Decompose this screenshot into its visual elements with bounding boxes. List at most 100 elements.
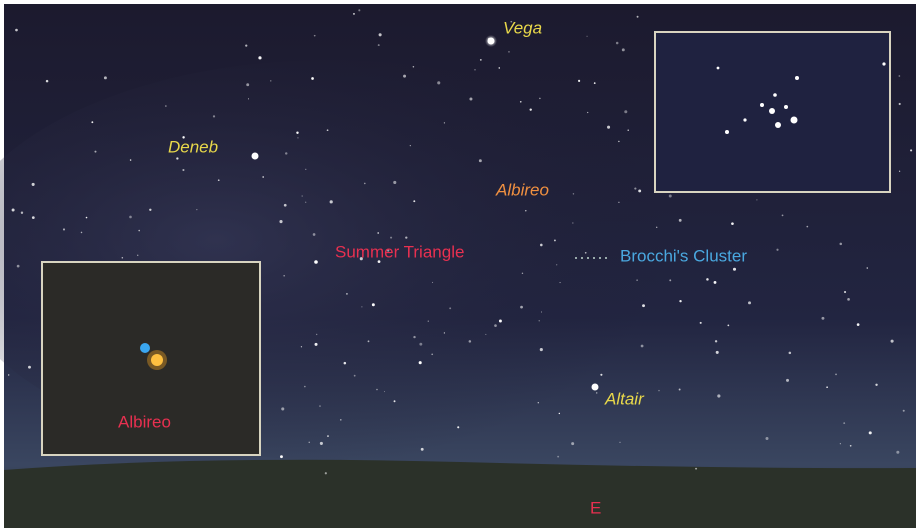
- star: [94, 151, 96, 153]
- star: [379, 33, 382, 36]
- star: [130, 159, 132, 161]
- star: [17, 265, 20, 268]
- star: [636, 279, 638, 281]
- star: [748, 301, 751, 304]
- star: [91, 121, 93, 123]
- star: [857, 323, 860, 326]
- star: [910, 149, 912, 151]
- star: [449, 307, 451, 309]
- star: [733, 268, 736, 271]
- star: [716, 351, 719, 354]
- albireo-a: [151, 354, 163, 366]
- star: [419, 361, 422, 364]
- star: [320, 442, 323, 445]
- star: [773, 93, 777, 97]
- star: [81, 232, 83, 234]
- star: [281, 407, 284, 410]
- star: [587, 36, 588, 37]
- star: [361, 306, 362, 307]
- star: [525, 210, 526, 211]
- albireo-b: [140, 343, 150, 353]
- star: [867, 267, 868, 268]
- star: [314, 260, 318, 264]
- star: [304, 386, 306, 388]
- star: [714, 281, 717, 284]
- star: [327, 435, 329, 437]
- star: [248, 98, 249, 99]
- star: [301, 346, 302, 347]
- star: [32, 216, 35, 219]
- star: [572, 222, 573, 223]
- star: [196, 209, 197, 210]
- label-deneb: Deneb: [168, 137, 218, 156]
- star: [756, 199, 757, 200]
- star: [899, 171, 900, 172]
- star: [354, 375, 356, 377]
- star: [457, 426, 459, 428]
- star: [520, 306, 523, 309]
- star: [882, 62, 885, 65]
- star: [840, 243, 843, 246]
- star: [305, 202, 306, 203]
- star: [656, 227, 657, 228]
- star: [541, 312, 542, 313]
- star: [485, 334, 486, 335]
- star: [390, 237, 392, 239]
- star: [634, 187, 636, 189]
- star: [413, 336, 415, 338]
- star: [213, 115, 215, 117]
- star: [280, 455, 283, 458]
- star: [474, 69, 476, 71]
- star: [725, 130, 729, 134]
- star: [898, 75, 900, 77]
- star: [285, 152, 287, 154]
- label-altair: Altair: [604, 389, 645, 408]
- star-altair: [592, 384, 599, 391]
- star: [594, 82, 596, 84]
- star: [311, 77, 314, 80]
- star: [679, 219, 682, 222]
- star-vega: [488, 38, 495, 45]
- star: [384, 391, 385, 392]
- star: [279, 220, 282, 223]
- star: [284, 204, 287, 207]
- star: [847, 298, 850, 301]
- star: [182, 169, 184, 171]
- star: [330, 200, 333, 203]
- star: [444, 332, 445, 333]
- star: [479, 159, 482, 162]
- sky-map: Vega Deneb Albireo Summer Triangle Brocc…: [0, 0, 919, 530]
- star: [760, 103, 764, 107]
- star: [578, 80, 580, 82]
- star: [270, 80, 271, 81]
- star: [138, 230, 140, 232]
- star: [596, 392, 598, 394]
- star: [618, 141, 619, 142]
- star: [437, 81, 440, 84]
- star: [309, 442, 310, 443]
- star: [540, 244, 543, 247]
- star: [319, 406, 320, 407]
- star: [122, 257, 124, 259]
- star: [364, 183, 366, 185]
- star: [410, 145, 411, 146]
- star: [695, 468, 697, 470]
- star: [899, 103, 901, 105]
- star: [393, 181, 396, 184]
- star: [540, 348, 543, 351]
- star: [843, 422, 845, 424]
- star: [642, 304, 645, 307]
- star: [840, 443, 841, 444]
- page: Vega Deneb Albireo Summer Triangle Brocc…: [0, 0, 919, 530]
- star: [149, 209, 151, 211]
- star: [821, 317, 824, 320]
- label-vega: Vega: [503, 18, 542, 37]
- star: [262, 176, 264, 178]
- star: [499, 67, 500, 68]
- star: [28, 366, 31, 369]
- star: [378, 44, 380, 46]
- star: [346, 293, 348, 295]
- star: [717, 67, 720, 70]
- star: [539, 320, 540, 321]
- star: [413, 200, 415, 202]
